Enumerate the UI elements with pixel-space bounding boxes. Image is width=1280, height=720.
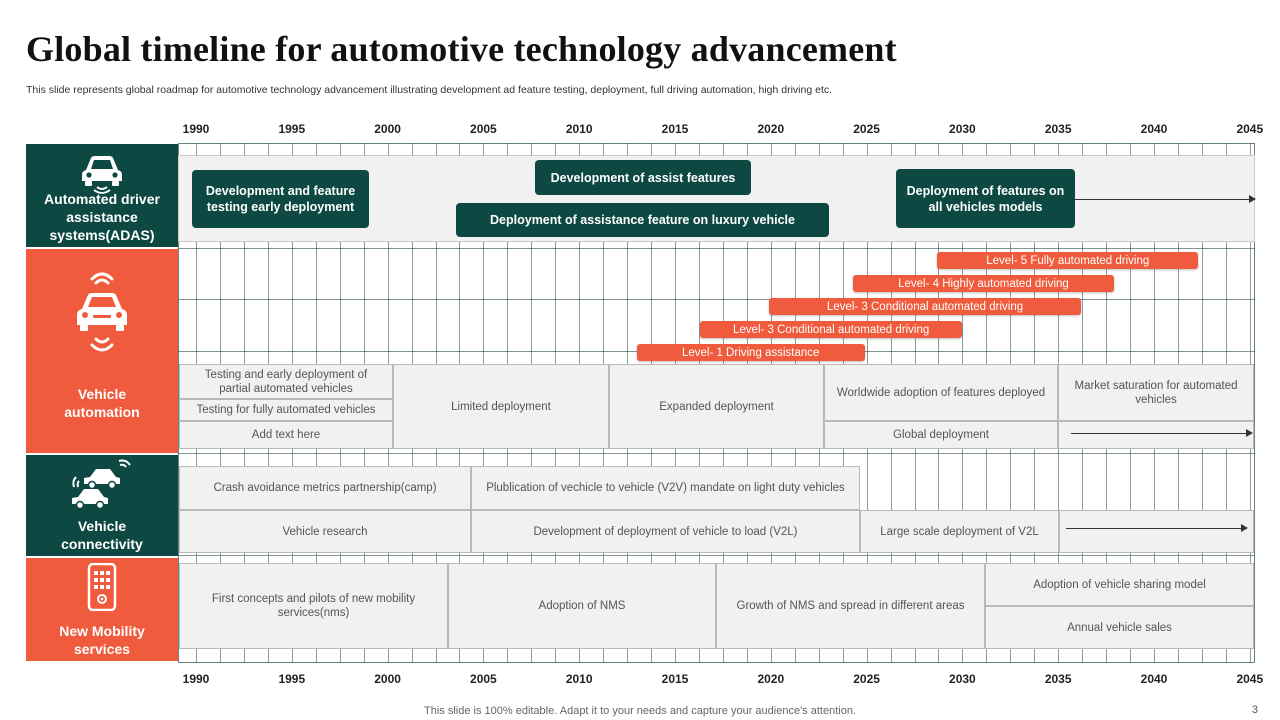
year-label-top-2015: 2015 (661, 122, 689, 136)
year-label-top-2020: 2020 (757, 122, 785, 136)
year-label-top-2005: 2005 (470, 122, 497, 136)
connectivity-v2v-cell: Plublication of vechicle to vehicle (V2V… (471, 466, 860, 510)
year-label-bottom-2025: 2025 (853, 672, 880, 686)
connectivity-v2l-large-cell: Large scale deployment of V2L (860, 510, 1059, 553)
automation-testing-partial-cell: Testing and early deployment of partial … (179, 364, 393, 399)
car-front-icon (78, 148, 126, 198)
page-title: Global timeline for automotive technolog… (26, 29, 897, 69)
page-subtitle: This slide represents global roadmap for… (26, 84, 833, 96)
adas-deploy-luxury-box: Deployment of assistance feature on luxu… (456, 203, 829, 237)
year-label-bottom-2000: 2000 (374, 672, 401, 686)
connected-cars-icon (70, 457, 134, 517)
page-number: 3 (1251, 704, 1258, 716)
year-label-bottom-2020: 2020 (757, 672, 785, 686)
mobility-growth-cell: Growth of NMS and spread in different ar… (716, 563, 985, 649)
year-label-bottom-2030: 2030 (949, 672, 976, 686)
automation-testing-full-cell: Testing for fully automated vehicles (179, 399, 393, 421)
category-vehicle-connectivity: Vehicle connectivity (26, 455, 178, 556)
adas-dev-assist-box: Development of assist features (535, 160, 751, 195)
year-label-bottom-2015: 2015 (661, 672, 689, 686)
automation-worldwide-cell: Worldwide adoption of features deployed (824, 364, 1058, 421)
mobility-sharing-cell: Adoption of vehicle sharing model (985, 563, 1254, 606)
year-label-bottom-2045: 2045 (1236, 672, 1264, 686)
year-label-bottom-1995: 1995 (278, 672, 306, 686)
adas-deploy-all-box: Deployment of features on all vehicles m… (896, 169, 1075, 228)
year-label-top-2000: 2000 (374, 122, 401, 136)
automation-add-text-cell: Add text here (179, 421, 393, 449)
year-label-top-2035: 2035 (1044, 122, 1072, 136)
automation-arrow (1071, 429, 1253, 437)
mobility-first-concepts-cell: First concepts and pilots of new mobilit… (179, 563, 448, 649)
year-label-top-2045: 2045 (1236, 122, 1264, 136)
automation-arrow-cell (1058, 421, 1254, 449)
category-vehicle-automation: Vehicle automation (26, 249, 178, 453)
automation-expanded-cell: Expanded deployment (609, 364, 824, 449)
adas-arrow (1075, 195, 1256, 203)
category-automation-label: Vehicle automation (64, 386, 140, 420)
adas-dev-testing-box: Development and feature testing early de… (192, 170, 369, 228)
automation-global-cell: Global deployment (824, 421, 1058, 449)
smartphone-icon (87, 562, 117, 615)
connectivity-arrow (1066, 524, 1248, 532)
category-adas: Automated driver assistance systems(ADAS… (26, 144, 178, 247)
year-label-top-2025: 2025 (853, 122, 880, 136)
automation-level-bar: Level- 1 Driving assistance (636, 344, 865, 361)
autonomous-car-icon (71, 265, 133, 365)
year-axis-bottom: 1990 1995 2000 2005 2010 2015 2020 2025 2030 2035… (0, 672, 1280, 688)
year-label-top-2030: 2030 (949, 122, 976, 136)
automation-level-bar: Level- 3 Conditional automated driving (699, 321, 963, 338)
connectivity-arrow-cell (1059, 510, 1254, 553)
year-label-bottom-2010: 2010 (565, 672, 593, 686)
mobility-adoption-nms-cell: Adoption of NMS (448, 563, 716, 649)
year-label-bottom-2005: 2005 (470, 672, 497, 686)
footer-note: This slide is 100% editable. Adapt it to… (424, 705, 856, 717)
year-label-top-2010: 2010 (565, 122, 593, 136)
automation-saturation-cell: Market saturation for automated vehicles (1058, 364, 1254, 421)
category-new-mobility: New Mobility services (26, 558, 178, 661)
category-adas-label: Automated driver assistance systems(ADAS… (44, 191, 160, 243)
year-label-top-2040: 2040 (1140, 122, 1168, 136)
category-connectivity-label: Vehicle connectivity (61, 518, 143, 552)
mobility-annual-cell: Annual vehicle sales (985, 606, 1254, 649)
automation-level-bar: Level- 4 Highly automated driving (853, 275, 1114, 292)
connectivity-v2l-dev-cell: Development of deployment of vehicle to … (471, 510, 860, 553)
automation-level-bar: Level- 5 Fully automated driving (937, 252, 1199, 269)
year-label-top-1990: 1990 (182, 122, 210, 136)
year-label-bottom-2040: 2040 (1140, 672, 1168, 686)
connectivity-research-cell: Vehicle research (179, 510, 471, 553)
category-mobility-label: New Mobility services (59, 623, 145, 657)
automation-limited-cell: Limited deployment (393, 364, 609, 449)
year-label-bottom-2035: 2035 (1044, 672, 1072, 686)
year-axis-top: 1990 1995 2000 2005 2010 2015 2020 2025 2030 2035… (0, 122, 1280, 138)
year-label-top-1995: 1995 (278, 122, 306, 136)
automation-level-bar: Level- 3 Conditional automated driving (768, 298, 1082, 315)
connectivity-camp-cell: Crash avoidance metrics partnership(camp… (179, 466, 471, 510)
year-label-bottom-1990: 1990 (182, 672, 210, 686)
